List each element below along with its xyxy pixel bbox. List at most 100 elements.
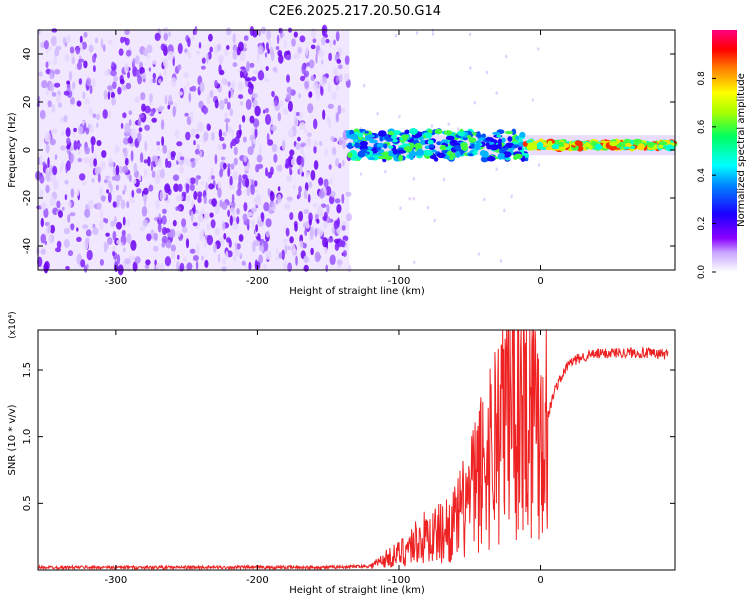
noise-blob [73,128,77,132]
noise-blob [195,134,199,139]
noise-blob [178,91,183,95]
noise-blob [308,194,311,203]
noise-blob [330,254,336,265]
noise-blob [191,128,196,137]
noise-blob [469,66,471,70]
signal-blob [457,131,465,136]
noise-blob [143,219,149,226]
noise-blob [164,192,167,199]
noise-blob [121,123,124,129]
noise-blob [313,39,317,43]
noise-blob [284,203,290,210]
noise-blob [79,78,82,85]
noise-blob [66,138,70,145]
signal-blob [474,144,481,151]
noise-blob [243,137,247,143]
signal-blob [404,130,409,134]
signal-blob [386,138,394,142]
noise-blob [201,181,203,185]
noise-blob [158,106,164,110]
noise-blob [179,165,184,173]
noise-blob [251,220,254,228]
signal-blob [347,152,352,158]
noise-blob [313,203,317,207]
noise-blob [283,107,289,115]
noise-blob [233,33,236,44]
x-tick-label: -300 [105,276,128,287]
noise-blob [230,163,234,169]
noise-blob [319,141,322,146]
noise-blob [207,235,213,245]
noise-blob [229,185,235,190]
noise-blob [226,45,229,50]
noise-blob [238,82,244,90]
noise-blob [107,237,113,245]
noise-blob [232,171,238,180]
noise-blob [112,251,115,256]
noise-blob [41,218,44,227]
noise-blob [273,154,277,163]
signal-blob [378,156,387,160]
noise-blob [92,227,98,235]
noise-blob [249,63,254,68]
signal-blob [366,134,375,138]
noise-blob [335,243,339,251]
noise-blob [304,229,307,237]
noise-blob [41,249,46,255]
noise-blob [337,59,342,64]
noise-blob [309,219,312,225]
noise-blob [173,220,177,227]
noise-blob [82,92,85,100]
noise-blob [191,201,194,208]
noise-blob [86,78,91,87]
noise-blob [207,224,211,232]
noise-blob [170,229,176,238]
noise-blob [128,137,131,143]
noise-blob [109,110,111,120]
noise-blob [139,176,142,181]
noise-blob [315,228,318,237]
noise-blob [219,100,224,110]
noise-blob [413,177,415,181]
noise-blob [227,167,230,177]
noise-blob [138,118,142,127]
noise-blob [92,78,96,87]
noise-blob [100,161,105,170]
noise-blob [228,91,230,99]
noise-blob [139,226,145,232]
noise-blob [235,242,238,250]
signal-blob [659,141,668,145]
noise-blob [339,74,343,82]
colorbar-tick-label: 0.8 [697,71,707,86]
noise-blob [162,28,166,34]
noise-blob [195,149,200,155]
noise-blob [131,150,134,161]
noise-blob [112,176,116,180]
spectrogram-panel: -300 -200 -100 0 40 20 0 -20 -40 Height of stra… [7,25,678,297]
noise-blob [239,234,244,242]
noise-blob [272,203,275,210]
noise-blob [217,145,223,150]
noise-blob [265,52,267,57]
noise-blob [496,167,498,171]
signal-blob [416,149,424,156]
noise-blob [120,79,125,85]
noise-blob [139,127,143,132]
noise-blob [82,224,88,229]
noise-blob [183,257,187,262]
noise-blob [92,224,95,228]
noise-blob [80,259,85,267]
noise-blob [129,255,135,260]
noise-blob [40,110,46,119]
noise-blob [298,93,301,98]
noise-blob [67,34,70,43]
noise-blob [332,147,336,155]
noise-blob [295,118,298,127]
noise-blob [239,124,242,130]
noise-blob [376,112,378,116]
noise-blob [206,53,209,64]
noise-blob [271,91,275,97]
noise-blob [225,251,228,260]
noise-blob [314,140,318,147]
y-tick-label: 20 [22,96,33,109]
